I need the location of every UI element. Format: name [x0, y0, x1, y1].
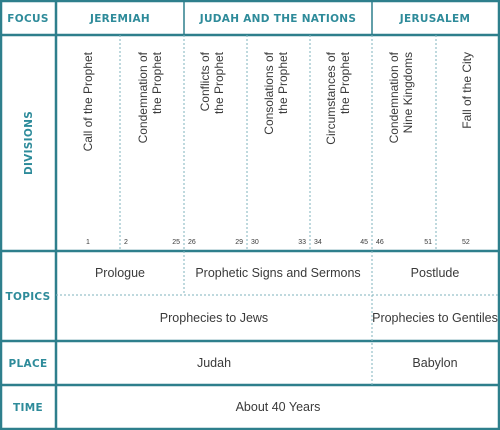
topic-prophecies-to-gentiles: Prophecies to Gentiles [372, 311, 498, 325]
chapter-number: 51 [424, 239, 432, 246]
division-conflicts-line-1: Conflicts of [198, 51, 212, 111]
chapter-number: 34 [314, 239, 322, 246]
chapter-number: 46 [376, 239, 384, 246]
divisions: Call of the Prophet Condemnation of the … [81, 51, 474, 151]
division-circumstances-line-2: the Prophet [338, 51, 352, 114]
division-condemnation-line-1: Condemnation of [136, 51, 150, 143]
focus-jeremiah: JEREMIAH [89, 13, 150, 25]
chapter-number: 1 [86, 239, 90, 246]
row-labels: FOCUS DIVISIONS TOPICS PLACE TIME [6, 13, 51, 414]
division-circumstances-line-1: Circumstances of [324, 51, 338, 144]
focus-row-label: FOCUS [7, 13, 48, 25]
chapter-numbers: 1 2 25 26 29 30 33 34 45 46 51 52 [86, 239, 470, 246]
time-row-label: TIME [13, 402, 43, 414]
place-row-label: PLACE [9, 358, 48, 370]
time: About 40 Years [236, 400, 321, 414]
chapter-number: 45 [360, 239, 368, 246]
chapter-number: 26 [188, 239, 196, 246]
divisions-row-label: DIVISIONS [23, 111, 35, 175]
division-conflicts-line-2: the Prophet [212, 51, 226, 114]
division-consolations-line-2: the Prophet [276, 51, 290, 114]
topics: Prologue Prophetic Signs and Sermons Pos… [95, 266, 498, 325]
division-fall-of-the-city: Fall of the City [460, 52, 474, 129]
division-condemnation-line-2: the Prophet [150, 51, 164, 114]
topic-postlude: Postlude [411, 266, 460, 280]
topics-row-label: TOPICS [6, 291, 51, 303]
division-call-of-the-prophet: Call of the Prophet [81, 51, 95, 151]
focus-judah-and-the-nations: JUDAH AND THE NATIONS [199, 13, 357, 25]
place-babylon: Babylon [412, 356, 457, 370]
time-span: About 40 Years [236, 400, 321, 414]
chapter-number: 33 [298, 239, 306, 246]
division-consolations-line-1: Consolations of [262, 51, 276, 134]
chapter-number: 25 [172, 239, 180, 246]
chapter-number: 52 [462, 239, 470, 246]
division-nine-kingdoms-line-1: Condemnation of [387, 51, 401, 143]
place-judah: Judah [197, 356, 231, 370]
place: Judah Babylon [197, 356, 458, 370]
division-nine-kingdoms-line-2: Nine Kingdoms [401, 52, 415, 133]
chapter-number: 2 [124, 239, 128, 246]
chapter-number: 30 [251, 239, 259, 246]
topic-prophecies-to-jews: Prophecies to Jews [160, 311, 268, 325]
focus-jerusalem: JERUSALEM [399, 13, 470, 25]
topic-prophetic-signs-and-sermons: Prophetic Signs and Sermons [195, 266, 360, 280]
topic-prologue: Prologue [95, 266, 145, 280]
focus-headers: JEREMIAH JUDAH AND THE NATIONS JERUSALEM [89, 13, 470, 25]
chapter-number: 29 [235, 239, 243, 246]
